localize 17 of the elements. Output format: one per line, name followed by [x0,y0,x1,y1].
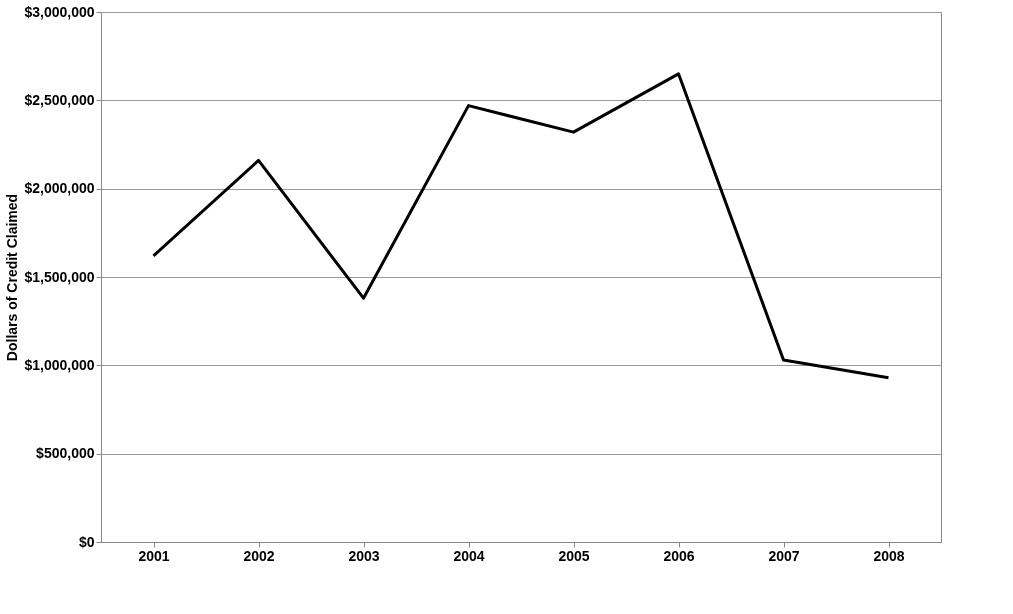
y-tick-label: $2,500,000 [24,91,95,108]
line-series [152,72,890,380]
y-tick-label: $500,000 [36,445,95,462]
x-tick-label: 2002 [243,547,275,564]
y-tick-label: $2,000,000 [24,180,95,197]
y-tick-label: $1,000,000 [24,356,95,373]
y-tick-label: $0 [78,533,95,550]
y-tick-label: $1,500,000 [24,268,95,285]
x-tick-label: 2004 [453,547,485,564]
y-tick-label: $3,000,000 [24,3,95,20]
x-tick-label: 2007 [768,547,800,564]
x-tick-label: 2001 [138,547,170,564]
y-axis-title: Dollars of Credit Claimed [4,193,21,362]
x-tick-label: 2003 [348,547,380,564]
x-tick-label: 2006 [663,547,695,564]
x-tick-label: 2008 [873,547,905,564]
x-tick-label: 2005 [558,547,590,564]
